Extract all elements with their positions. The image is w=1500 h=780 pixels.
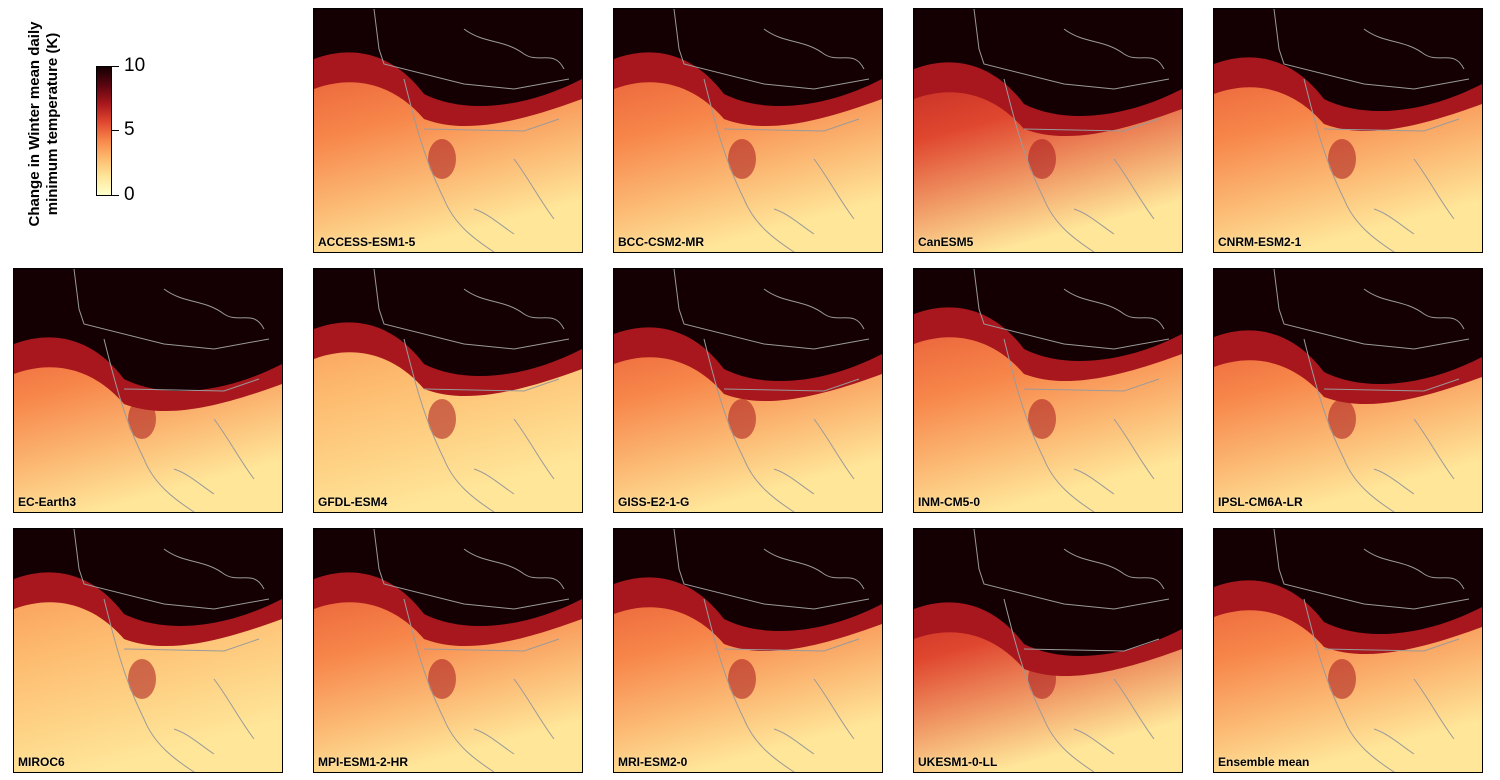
colorbar-tick-label-max: 10 [124,55,146,76]
dark-region [14,269,282,391]
hot-spot [1328,139,1356,179]
coastline [373,269,570,512]
panel-label: CanESM5 [918,235,974,249]
coastline [1273,9,1470,252]
colorbar-tick [111,195,119,196]
panel-label: MPI-ESM1-2-HR [318,755,409,769]
panel-label: BCC-CSM2-MR [618,235,704,249]
colorbar [96,66,112,196]
hot-spot [1028,659,1056,699]
dark-region [314,529,582,626]
coastline [673,269,870,512]
map-field [914,529,1182,772]
map-panel-mpi-esm1-2-hr: MPI-ESM1-2-HR [313,528,583,773]
map-field [314,529,582,772]
colorbar-tick [111,66,119,67]
dark-region [1214,9,1482,111]
hot-spot [428,659,456,699]
map-panel-canesm5: CanESM5 [913,8,1183,253]
dark-region [614,529,882,631]
map-panel-ensemble-mean: Ensemble mean [1213,528,1483,773]
coastline [373,529,570,772]
map-panel-inm-cm5-0: INM-CM5-0 [913,268,1183,513]
map-field [1214,529,1482,772]
hot-spot [1028,399,1056,439]
map-panel-bcc-csm2-mr: BCC-CSM2-MR [613,8,883,253]
map-panel-miroc6: MIROC6 [13,528,283,773]
hot-spot [1328,399,1356,439]
dark-region [914,269,1182,361]
dark-region [14,529,282,626]
map-field [14,529,282,772]
panel-label: Ensemble mean [1218,755,1310,769]
map-panel-ukesm1-0-ll: UKESM1-0-LL [913,528,1183,773]
colorbar-tick [111,130,119,131]
map-panel-ipsl-cm6a-lr: IPSL-CM6A-LR [1213,268,1483,513]
panel-label: GISS-E2-1-G [618,495,690,509]
panel-label: MIROC6 [18,755,65,769]
map-field [1214,9,1482,252]
coastline [973,269,1170,512]
panel-label: EC-Earth3 [18,495,77,509]
dark-region [614,269,882,381]
map-field [314,269,582,512]
coastline [1273,529,1470,772]
panel-label: ACCESS-ESM1-5 [318,235,416,249]
hot-spot [428,139,456,179]
dark-region [314,9,582,106]
map-panel-ec-earth3: EC-Earth3 [13,268,283,513]
colorbar-legend: Change in Winter mean daily minimum temp… [0,0,300,260]
hot-spot [728,139,756,179]
panel-label: IPSL-CM6A-LR [1218,495,1303,509]
coastline [673,529,870,772]
legend-title-line2: minimum temperature (K) [44,32,61,216]
panel-label: GFDL-ESM4 [318,495,388,509]
map-field [314,9,582,252]
map-field [914,269,1182,512]
panel-label: CNRM-ESM2-1 [1218,235,1302,249]
hot-spot [728,659,756,699]
map-panel-gfdl-esm4: GFDL-ESM4 [313,268,583,513]
coastline [973,529,1170,772]
panel-label: INM-CM5-0 [918,495,980,509]
hot-spot [1028,139,1056,179]
map-panel-giss-e2-1-g: GISS-E2-1-G [613,268,883,513]
hot-spot [128,659,156,699]
map-field [614,529,882,772]
dark-region [614,9,882,106]
coastline [373,9,570,252]
legend-title: Change in Winter mean daily minimum temp… [26,4,62,244]
map-field [14,269,282,512]
hot-spot [128,399,156,439]
dark-region [914,529,1182,656]
map-panel-access-esm1-5: ACCESS-ESM1-5 [313,8,583,253]
colorbar-tick-label-mid: 5 [124,119,135,140]
hot-spot [728,399,756,439]
map-field [914,9,1182,252]
map-field [1214,269,1482,512]
coastline [673,9,870,252]
coastline [1273,269,1470,512]
map-panel-cnrm-esm2-1: CNRM-ESM2-1 [1213,8,1483,253]
dark-region [1214,529,1482,634]
hot-spot [1328,659,1356,699]
dark-region [1214,269,1482,384]
coastline [973,9,1170,252]
coastline [73,269,270,512]
colorbar-tick-label-min: 0 [124,184,135,205]
panel-label: MRI-ESM2-0 [618,755,688,769]
legend-title-line1: Change in Winter mean daily [26,21,43,227]
map-field [614,9,882,252]
hot-spot [428,399,456,439]
map-field [614,269,882,512]
coastline [73,529,270,772]
map-panel-mri-esm2-0: MRI-ESM2-0 [613,528,883,773]
panel-label: UKESM1-0-LL [918,755,998,769]
